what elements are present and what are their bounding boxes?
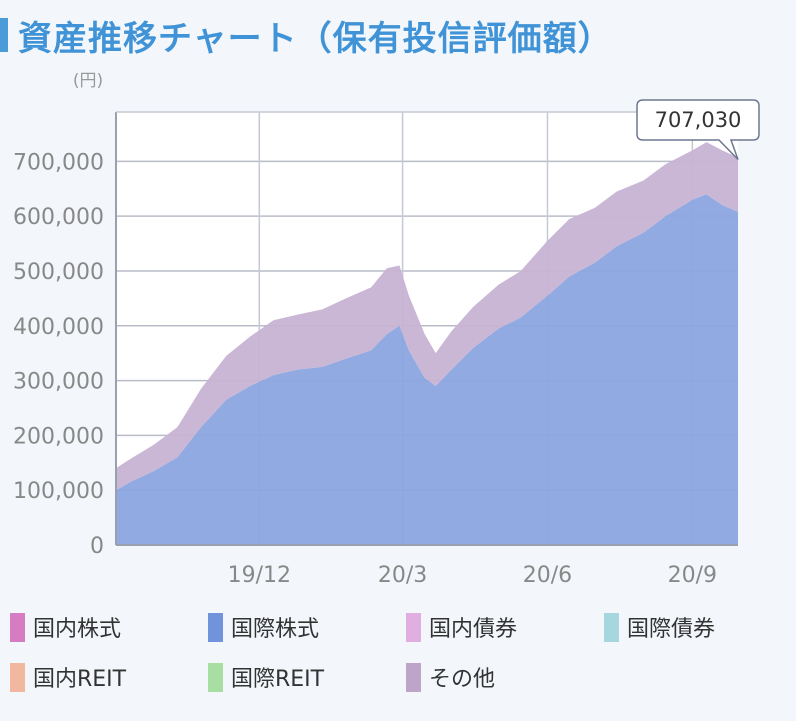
legend-label: 国際REIT <box>231 667 325 692</box>
title-accent-bar <box>0 18 8 52</box>
legend-item-domestic-reit: 国内REIT <box>10 662 126 692</box>
page-title: 資産推移チャート（保有投信評価額） <box>18 18 613 59</box>
legend-item-domestic-bond: 国内債券 <box>406 612 517 642</box>
area-series-1 <box>116 142 738 491</box>
x-tick-label: 20/9 <box>668 563 717 588</box>
legend-label: 国内株式 <box>33 617 122 642</box>
x-tick-label: 20/6 <box>523 563 572 588</box>
annotation-callout <box>636 99 760 160</box>
asset-area-chart: 0 100,000 200,000 300,000 400,000 500,000 600,… <box>13 71 760 588</box>
legend-swatch <box>208 662 223 692</box>
x-tick-label: 20/3 <box>378 563 427 588</box>
legend-label: 国際株式 <box>231 617 320 642</box>
title-row: 資産推移チャート（保有投信評価額） <box>0 10 796 60</box>
area-series-0 <box>116 194 738 545</box>
legend-swatch <box>10 662 25 692</box>
y-tick-label: 500,000 <box>13 260 104 285</box>
y-tick-label: 700,000 <box>13 150 104 175</box>
y-tick-label: 300,000 <box>13 370 104 395</box>
legend-item-international-reit: 国際REIT <box>208 662 324 692</box>
legend-label: その他 <box>429 667 496 692</box>
legend-swatch <box>208 612 223 642</box>
annotation-label: 707,030 <box>655 108 742 132</box>
legend-swatch <box>10 612 25 642</box>
y-tick-label: 100,000 <box>13 479 104 504</box>
legend-item-other: その他 <box>406 662 495 692</box>
legend-item-international-stock: 国際株式 <box>208 612 319 642</box>
legend-item-domestic-stock: 国内株式 <box>10 612 121 642</box>
y-tick-label: 600,000 <box>13 205 104 230</box>
y-unit-label: (円) <box>73 71 103 91</box>
legend-label: 国内債券 <box>429 617 518 642</box>
legend: 国内株式 国際株式 国内債券 国際債券 国内REIT 国際REIT その他 <box>0 600 796 710</box>
legend-swatch <box>406 612 421 642</box>
y-tick-label: 200,000 <box>13 424 104 449</box>
legend-swatch <box>406 662 421 692</box>
legend-label: 国内REIT <box>33 667 127 692</box>
legend-label: 国際債券 <box>627 617 716 642</box>
y-tick-label: 0 <box>90 534 104 559</box>
legend-swatch <box>604 612 619 642</box>
chart-container: 0 100,000 200,000 300,000 400,000 500,000 600,… <box>0 60 796 590</box>
legend-item-international-bond: 国際債券 <box>604 612 715 642</box>
y-tick-label: 400,000 <box>13 315 104 340</box>
x-tick-label: 19/12 <box>228 563 291 588</box>
